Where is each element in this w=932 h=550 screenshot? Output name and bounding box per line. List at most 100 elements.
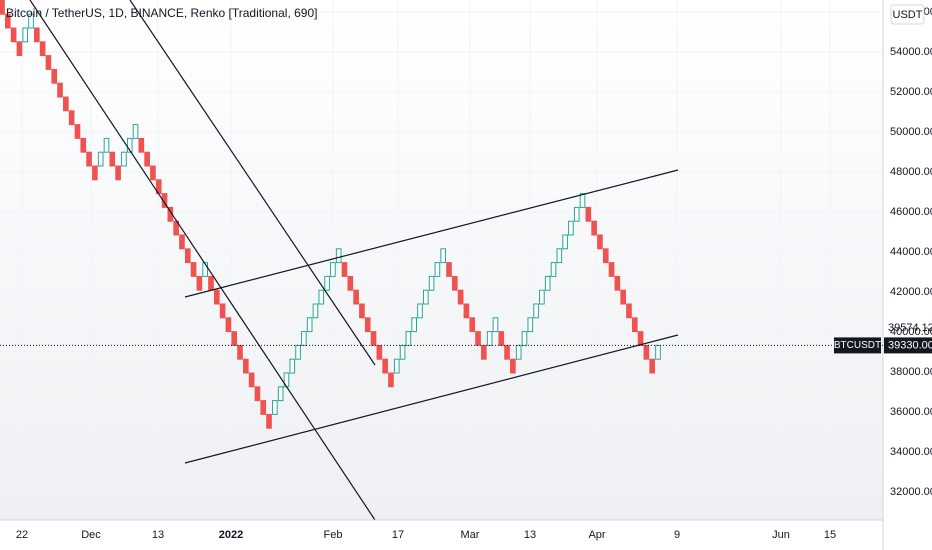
up-brick [335,248,342,264]
down-brick [376,344,383,360]
down-brick [219,303,226,319]
up-brick [121,151,127,167]
down-brick [150,165,156,181]
x-tick-label: 17 [392,529,404,541]
down-brick [109,151,116,167]
down-brick [608,262,615,277]
down-brick [591,220,597,236]
x-tick-label: Dec [81,529,101,541]
axes: 32000.00 34000.00 36000.00 38000.00 40000.00… [0,6,932,541]
down-brick [190,262,197,277]
down-brick [184,248,191,264]
up-brick [562,234,568,250]
up-brick [428,275,435,291]
down-brick [451,275,458,291]
down-brick [138,137,145,153]
up-brick [318,289,325,305]
up-brick [399,344,406,360]
up-brick [103,137,110,153]
y-tick-label: 36000.00 [890,406,932,418]
last-price-label: 39330.00 [888,339,932,351]
down-brick [597,234,603,250]
up-brick [324,275,330,291]
channel-line [29,0,376,521]
down-brick [4,13,11,29]
x-tick-label: Apr [588,529,605,541]
down-brick [614,275,621,291]
down-brick [649,358,656,374]
x-tick-label: 22 [16,529,28,541]
up-brick [434,262,441,277]
down-brick [115,165,121,181]
down-brick [353,289,359,305]
down-brick [446,262,452,277]
down-brick [498,331,505,346]
down-brick [481,344,487,360]
up-brick [97,151,104,167]
up-brick [312,303,319,319]
down-brick [0,0,5,15]
down-brick [208,275,214,291]
y-tick-label: 32000.00 [890,486,932,498]
down-brick [457,289,464,305]
channel-line [184,169,679,298]
down-brick [51,68,58,84]
down-brick [243,358,249,374]
x-tick-label: Mar [461,529,480,541]
up-brick [417,303,423,319]
down-brick [382,358,388,374]
down-brick [359,303,365,319]
down-brick [213,289,220,305]
up-brick [330,262,336,277]
down-brick [602,248,609,264]
y-tick-label: 44000.00 [890,246,932,258]
channel-line [184,334,679,464]
up-brick [405,331,412,346]
marker-price-label: 39574.12 [888,322,932,334]
down-brick [463,303,470,319]
up-brick [655,344,661,360]
x-tick-label: 13 [152,529,164,541]
down-brick [92,165,98,181]
down-brick [68,110,75,126]
down-brick [475,331,481,346]
down-brick [74,124,81,139]
down-brick [469,317,476,333]
up-brick [132,124,139,139]
currency-label[interactable]: USDT [893,9,923,21]
down-brick [260,400,267,415]
y-tick-label: 52000.00 [890,86,932,98]
currency-button[interactable] [890,4,925,25]
up-brick [544,275,551,291]
up-brick [393,358,400,374]
down-brick [504,344,510,360]
y-tick-label: 50000.00 [890,126,932,138]
down-brick [364,317,371,333]
down-brick [248,372,255,388]
grid [0,0,883,520]
up-brick [556,248,563,264]
up-brick [422,289,429,305]
down-brick [266,413,272,429]
down-brick [39,41,46,57]
up-brick [492,317,499,333]
trend-lines [29,0,679,521]
up-brick [440,248,447,264]
up-brick [527,317,534,333]
up-brick [550,262,557,277]
down-brick [254,386,261,402]
down-brick [620,289,626,305]
down-brick [370,331,377,346]
down-brick [231,331,238,346]
chart-title: Bitcoin / TetherUS, 1D, BINANCE, Renko [… [6,6,317,20]
up-brick [521,331,528,346]
y-tick-label: 48000.00 [890,166,932,178]
y-tick-label: 40000.00 [890,326,932,338]
x-tick-label: 2022 [219,529,243,541]
y-tick-label: 54000.00 [890,46,932,58]
up-brick [22,27,29,43]
down-brick [631,317,638,333]
up-brick [306,317,313,333]
x-tick-label: Feb [324,529,343,541]
